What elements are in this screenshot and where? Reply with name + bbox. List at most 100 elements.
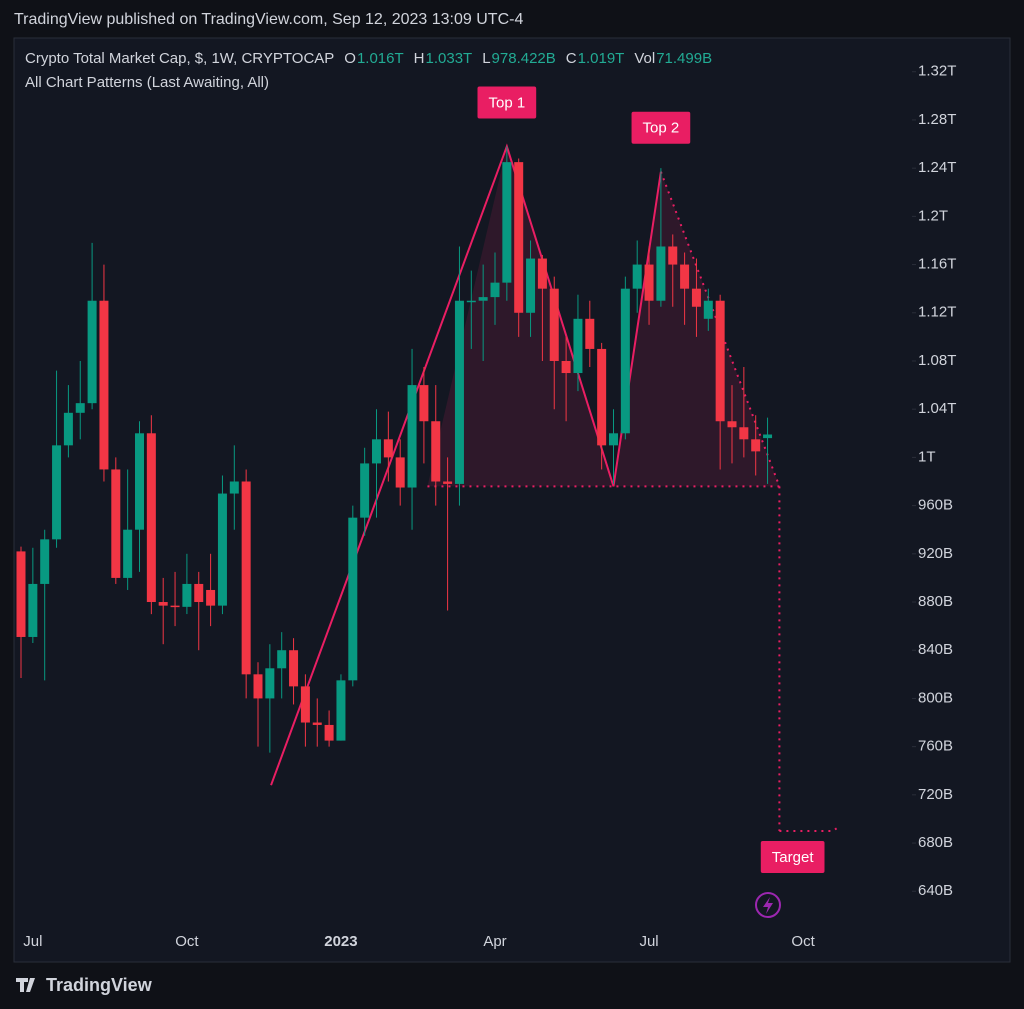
candle-body xyxy=(573,318,583,374)
candle-body xyxy=(111,469,121,578)
candle-body xyxy=(383,439,393,458)
candle-body xyxy=(123,529,133,578)
candle-body xyxy=(751,439,761,452)
candle-body xyxy=(466,300,476,303)
candle-body xyxy=(253,674,263,699)
candle-body xyxy=(289,650,299,687)
candle-body xyxy=(443,481,453,484)
y-tick-label: 1.08T xyxy=(918,352,956,369)
candle-body xyxy=(454,300,464,484)
x-tick-label: Jul xyxy=(639,933,658,950)
y-tick-label: 680B xyxy=(918,834,953,851)
candle-body xyxy=(229,481,239,494)
candle-body xyxy=(75,403,85,413)
candle-body xyxy=(312,722,322,725)
candle-body xyxy=(407,385,417,488)
legend-value: 1.033T xyxy=(426,50,473,67)
candle-body xyxy=(158,602,168,606)
lightning-icon xyxy=(755,892,781,918)
legend-key: Vol xyxy=(634,50,655,67)
published-note: TradingView published on TradingView.com… xyxy=(14,11,523,28)
candle-body xyxy=(431,421,441,482)
footer-brand: TradingView xyxy=(46,975,153,995)
candle-body xyxy=(28,583,38,637)
symbol-title: Crypto Total Market Cap, $, 1W, CRYPTOCA… xyxy=(25,50,334,67)
pattern-zigzag xyxy=(270,143,662,786)
candle-body xyxy=(360,463,370,518)
pattern-label-box xyxy=(631,111,691,144)
x-tick-label: Jul xyxy=(23,933,42,950)
candle-body xyxy=(609,433,618,446)
legend-key: C xyxy=(566,50,577,67)
legend-value: 978.422B xyxy=(492,50,556,67)
candle-body xyxy=(715,300,725,422)
candle-body xyxy=(300,686,310,723)
y-tick-label: 920B xyxy=(918,545,953,562)
y-tick-label: 960B xyxy=(918,497,953,514)
legend-value: 1.016T xyxy=(357,50,404,67)
candle-body xyxy=(217,493,227,606)
candle-body xyxy=(40,539,50,584)
pattern-label: Target xyxy=(772,849,815,866)
legend-key: L xyxy=(482,50,490,67)
pattern-label-box xyxy=(477,86,537,119)
candle-body xyxy=(703,300,713,319)
candle-body xyxy=(514,162,524,313)
candle-body xyxy=(526,258,536,313)
candle-body xyxy=(632,264,642,289)
candle-body xyxy=(502,162,512,283)
legend-value: 1.019T xyxy=(578,50,625,67)
legend-value: 71.499B xyxy=(656,50,712,67)
candle-body xyxy=(265,668,275,699)
candle-body xyxy=(336,680,346,741)
candle-body xyxy=(194,583,204,603)
y-tick-label: 1.32T xyxy=(918,63,956,80)
y-tick-label: 720B xyxy=(918,786,953,803)
candle-body xyxy=(585,318,595,349)
candle-body xyxy=(644,264,654,301)
legend-key: H xyxy=(414,50,425,67)
indicator-name: All Chart Patterns (Last Awaiting, All) xyxy=(25,74,269,91)
y-tick-label: 1.28T xyxy=(918,111,956,128)
y-tick-label: 880B xyxy=(918,593,953,610)
x-tick-label: Apr xyxy=(483,933,506,950)
candle-body xyxy=(63,412,73,446)
candle-body xyxy=(620,288,630,434)
y-tick-label: 640B xyxy=(918,882,953,899)
candle-body xyxy=(16,551,26,637)
candle-body xyxy=(549,288,559,361)
candle-body xyxy=(135,433,144,530)
candle-body xyxy=(241,481,251,675)
y-tick-label: 1.12T xyxy=(918,304,956,321)
candle-body xyxy=(87,300,97,404)
y-tick-label: 1.24T xyxy=(918,159,956,176)
candle-body xyxy=(739,427,749,440)
candle-body xyxy=(395,457,405,488)
candle-body xyxy=(372,439,381,464)
y-tick-label: 800B xyxy=(918,689,953,706)
candle-body xyxy=(763,434,773,439)
y-tick-label: 1T xyxy=(918,448,936,465)
plot-panel xyxy=(13,37,1011,963)
candle-body xyxy=(277,650,287,669)
candle-body xyxy=(99,300,109,470)
pattern-label: Top 2 xyxy=(643,120,680,137)
y-tick-label: 1.2T xyxy=(918,207,948,224)
y-tick-label: 760B xyxy=(918,738,953,755)
candle-body xyxy=(691,288,701,307)
candle-body xyxy=(561,360,571,374)
x-tick-label: Oct xyxy=(791,933,815,950)
candle-body xyxy=(348,517,358,681)
x-tick-label: Oct xyxy=(175,933,199,950)
candle-body xyxy=(182,583,192,607)
pattern-label: Top 1 xyxy=(488,94,525,111)
x-tick-label: 2023 xyxy=(324,933,357,950)
y-tick-label: 840B xyxy=(918,641,953,658)
candle-body xyxy=(324,724,334,741)
candle-body xyxy=(146,433,156,603)
candle-body xyxy=(478,297,488,301)
footer-logo: TradingView xyxy=(16,975,153,995)
candle-body xyxy=(170,605,180,608)
